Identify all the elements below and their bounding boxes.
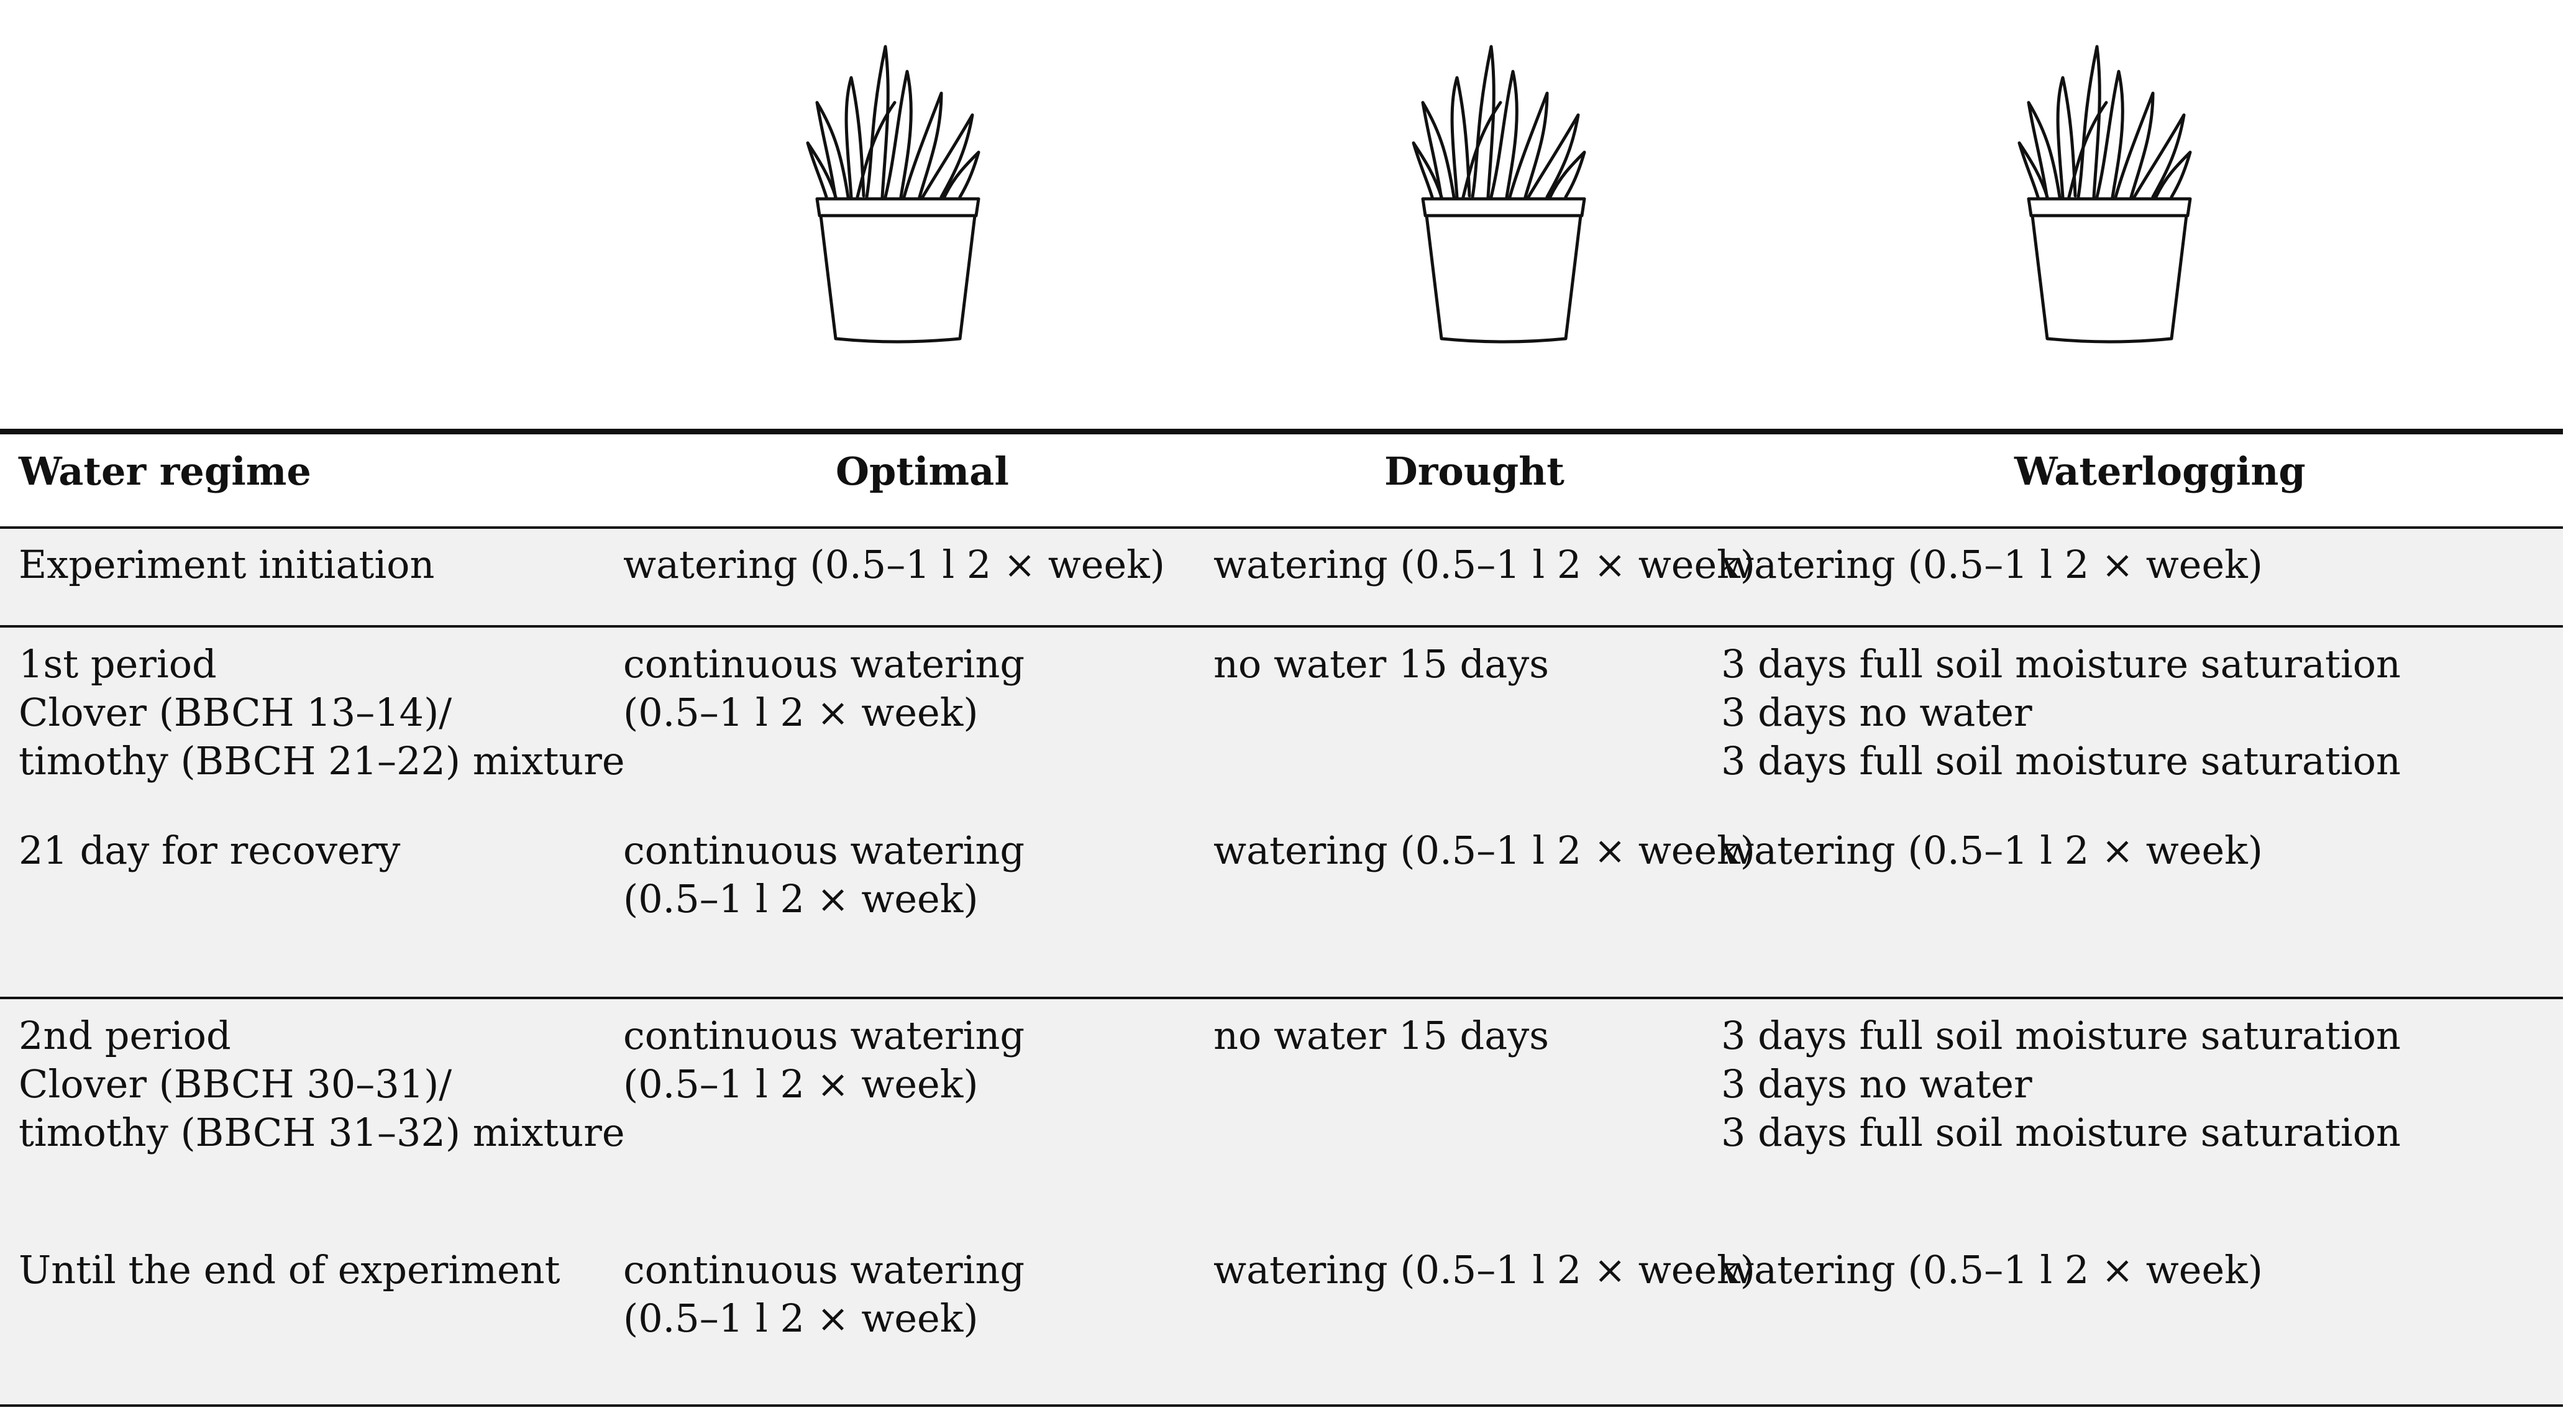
table-row-drought: watering (0.5–1 l 2 × week) — [1213, 541, 1755, 589]
cell-text: (0.5–1 l 2 × week) — [623, 876, 979, 922]
table-row-optimal: continuous watering (0.5–1 l 2 × week) — [623, 1012, 1025, 1109]
cell-text: watering (0.5–1 l 2 × week) — [1721, 828, 2263, 873]
cell-text: (0.5–1 l 2 × week) — [623, 1061, 979, 1107]
plant-optimal-drawing — [806, 45, 980, 344]
cell-text: (0.5–1 l 2 × week) — [623, 1296, 979, 1341]
potted-grass-icon — [2004, 34, 2215, 357]
cell-text: continuous watering — [623, 1247, 1025, 1292]
cell-text: 3 days full soil moisture saturation — [1721, 738, 2401, 784]
cell-text: timothy (BBCH 21–22) mixture — [19, 738, 625, 784]
cell-text: watering (0.5–1 l 2 × week) — [1213, 828, 1755, 873]
table-row-regime: 2nd period Clover (BBCH 30–31)/ timothy … — [19, 1012, 625, 1157]
table-row-optimal: continuous watering (0.5–1 l 2 × week) — [623, 640, 1025, 737]
table-row-drought: watering (0.5–1 l 2 × week) — [1213, 826, 1755, 875]
cell-text: 1st period — [19, 641, 217, 687]
header-optimal: Optimal — [836, 449, 1009, 494]
table-body-shading — [0, 528, 2563, 1407]
table-row-optimal: watering (0.5–1 l 2 × week) — [623, 541, 1165, 589]
cell-text: watering (0.5–1 l 2 × week) — [1213, 542, 1755, 587]
header-waterlogging: Waterlogging — [2014, 449, 2306, 494]
table-row-optimal: continuous watering (0.5–1 l 2 × week) — [623, 1246, 1025, 1343]
header-bottom-rule — [0, 526, 2563, 529]
table-row-waterlogging: watering (0.5–1 l 2 × week) — [1721, 1246, 2263, 1294]
cell-text: Experiment initiation — [19, 542, 435, 587]
table-row-drought: no water 15 days — [1213, 640, 1549, 688]
cell-text: 3 days full soil moisture saturation — [1721, 641, 2401, 687]
table-row-regime: Until the end of experiment — [19, 1246, 560, 1294]
cell-text: Clover (BBCH 13–14)/ — [19, 690, 452, 735]
row-divider — [0, 625, 2563, 628]
table-row-waterlogging: watering (0.5–1 l 2 × week) — [1721, 541, 2263, 589]
table-row-drought: no water 15 days — [1213, 1012, 1549, 1060]
cell-text: continuous watering — [623, 1013, 1025, 1058]
plant-waterlogging-drawing — [2017, 45, 2192, 344]
cell-text: (0.5–1 l 2 × week) — [623, 690, 979, 735]
cell-text: 3 days full soil moisture saturation — [1721, 1013, 2401, 1058]
cell-text: timothy (BBCH 31–32) mixture — [19, 1110, 625, 1155]
cell-text: continuous watering — [623, 828, 1025, 873]
plant-drought-drawing — [1412, 45, 1586, 344]
table-row-regime: Experiment initiation — [19, 541, 434, 589]
cell-text: 3 days no water — [1721, 690, 2032, 735]
potted-grass-icon — [1398, 34, 1609, 357]
cell-text: 3 days full soil moisture saturation — [1721, 1110, 2401, 1155]
cell-text: Clover (BBCH 30–31)/ — [19, 1061, 452, 1107]
header-drought: Drought — [1384, 449, 1564, 494]
table-bottom-rule — [0, 1404, 2563, 1407]
cell-text: watering (0.5–1 l 2 × week) — [623, 542, 1165, 587]
cell-text: no water 15 days — [1213, 641, 1550, 687]
cell-text: 3 days no water — [1721, 1061, 2032, 1107]
cell-text: 21 day for recovery — [19, 828, 401, 873]
cell-text: Until the end of experiment — [19, 1247, 560, 1292]
cell-text: watering (0.5–1 l 2 × week) — [1721, 542, 2263, 587]
header-water-regime: Water regime — [19, 449, 311, 494]
potted-grass-icon — [792, 34, 1003, 357]
table-row-regime: 21 day for recovery — [19, 826, 400, 875]
table-top-rule — [0, 429, 2563, 434]
water-regime-table: Water regime Optimal Drought Waterloggin… — [0, 429, 2576, 1418]
cell-text: watering (0.5–1 l 2 × week) — [1721, 1247, 2263, 1292]
table-row-regime: 1st period Clover (BBCH 13–14)/ timothy … — [19, 640, 625, 785]
row-divider — [0, 997, 2563, 999]
table-row-waterlogging: 3 days full soil moisture saturation 3 d… — [1721, 1012, 2401, 1157]
table-row-optimal: continuous watering (0.5–1 l 2 × week) — [623, 826, 1025, 923]
table-row-waterlogging: watering (0.5–1 l 2 × week) — [1721, 826, 2263, 875]
cell-text: no water 15 days — [1213, 1013, 1550, 1058]
cell-text: continuous watering — [623, 641, 1025, 687]
cell-text: watering (0.5–1 l 2 × week) — [1213, 1247, 1755, 1292]
table-row-drought: watering (0.5–1 l 2 × week) — [1213, 1246, 1755, 1294]
table-row-waterlogging: 3 days full soil moisture saturation 3 d… — [1721, 640, 2401, 785]
cell-text: 2nd period — [19, 1013, 231, 1058]
